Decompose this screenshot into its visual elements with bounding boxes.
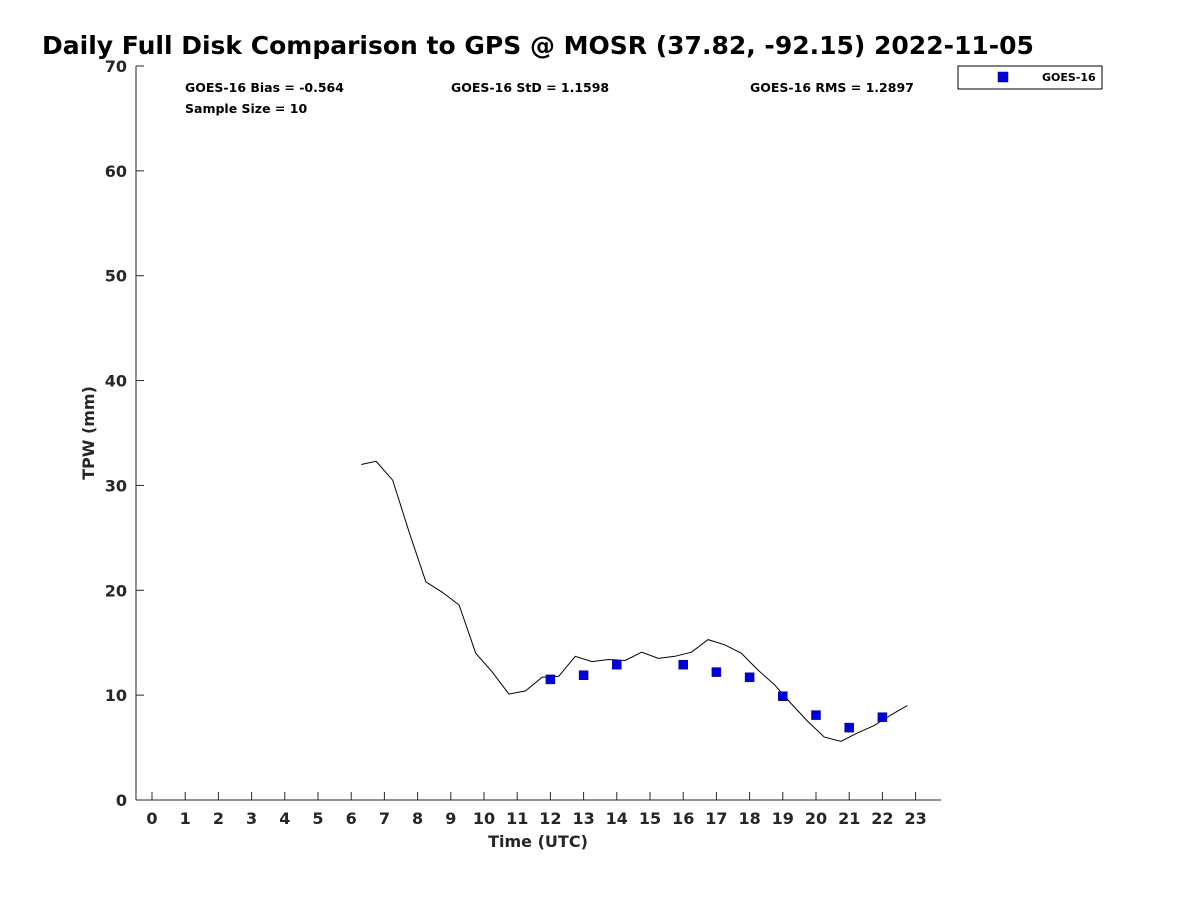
y-tick-label: 70 [105, 57, 127, 76]
y-axis-label: TPW (mm) [79, 386, 98, 480]
goes16-point [612, 659, 622, 670]
gps-series [361, 460, 908, 742]
x-tick-label: 23 [904, 809, 926, 828]
x-tick-label: 4 [279, 809, 290, 828]
x-tick-label: 14 [606, 809, 628, 828]
y-tick-label: 50 [105, 267, 127, 286]
y-tick-label: 30 [105, 476, 127, 495]
legend-label-goes16: GOES-16 [1042, 71, 1096, 84]
x-tick-label: 20 [805, 809, 827, 828]
x-tick-label: 18 [738, 809, 760, 828]
y-tick-label: 20 [105, 581, 127, 600]
stat-rms: GOES-16 RMS = 1.2897 [750, 80, 914, 95]
x-tick-label: 8 [412, 809, 423, 828]
x-tick-label: 7 [379, 809, 390, 828]
goes16-point [744, 672, 755, 683]
x-tick-label: 15 [639, 809, 661, 828]
x-tick-label: 21 [838, 809, 860, 828]
goes16-point [778, 691, 788, 701]
x-tick-label: 10 [473, 809, 495, 828]
x-tick-label: 19 [772, 809, 794, 828]
goes16-point [578, 670, 589, 680]
goes16-point [711, 667, 722, 677]
goes16-series [545, 659, 888, 733]
x-tick-label: 1 [180, 809, 191, 828]
goes16-point [811, 710, 821, 720]
x-tick-label: 12 [539, 809, 561, 828]
x-tick-label: 17 [705, 809, 727, 828]
y-tick-label: 60 [105, 162, 127, 181]
y-tick-label: 40 [105, 372, 127, 391]
goes16-point [877, 712, 888, 722]
goes16-point [844, 722, 854, 733]
legend-box [957, 65, 1103, 90]
x-tick-label: 5 [312, 809, 323, 828]
y-tick-label: 0 [116, 791, 127, 810]
x-tick-label: 22 [871, 809, 893, 828]
legend: GOES-16 [957, 65, 1103, 90]
x-tick-label: 0 [146, 809, 157, 828]
x-axis-ticks: 0 1 2 3 4 5 6 7 8 9 10 11 12 13 14 15 16 17 18 19 20 21 22 23 [146, 792, 927, 828]
x-tick-label: 16 [672, 809, 694, 828]
stat-std: GOES-16 StD = 1.1598 [451, 80, 609, 95]
goes16-point [545, 674, 556, 685]
chart-title: Daily Full Disk Comparison to GPS @ MOSR… [42, 31, 1034, 60]
x-tick-label: 3 [246, 809, 257, 828]
stat-sample-size: Sample Size = 10 [185, 101, 307, 116]
y-axis-ticks: 0 10 20 30 40 50 60 70 [105, 57, 144, 810]
x-axis-label: Time (UTC) [488, 832, 588, 851]
goes16-point [678, 659, 688, 670]
legend-marker-goes16 [997, 71, 1009, 83]
axes [135, 66, 941, 801]
x-tick-label: 6 [346, 809, 357, 828]
stat-bias: GOES-16 Bias = -0.564 [185, 80, 344, 95]
x-tick-label: 11 [506, 809, 528, 828]
y-tick-label: 10 [105, 686, 127, 705]
gps-line [361, 460, 908, 742]
x-tick-label: 13 [572, 809, 594, 828]
x-tick-label: 9 [445, 809, 456, 828]
x-tick-label: 2 [213, 809, 224, 828]
